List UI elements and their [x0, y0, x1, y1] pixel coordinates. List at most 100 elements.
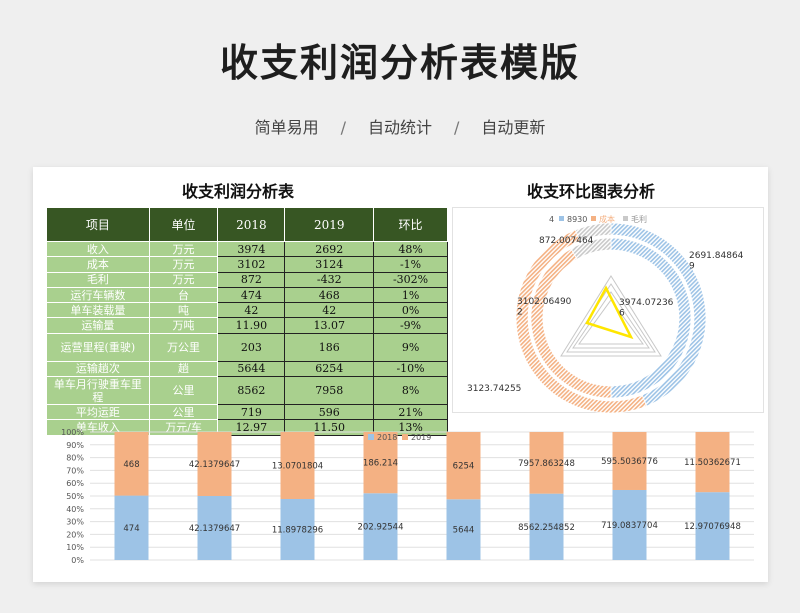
bar-2018: [446, 499, 481, 560]
tag-easy: 简单易用: [254, 118, 319, 137]
tag-auto-stats: 自动统计: [367, 118, 432, 137]
legend-swatch-2018: [368, 434, 374, 440]
cell-2018: 5644: [217, 360, 286, 378]
data-label-2019: 13.0701804: [272, 462, 323, 472]
table-header-row: 项目 单位 2018 2019 环比: [46, 207, 448, 242]
cell-ratio: -10%: [373, 360, 448, 378]
bar-2018: [363, 493, 398, 560]
data-label-2018: 5644: [453, 526, 475, 536]
y-tick-label: 80%: [66, 454, 84, 463]
label-inner-right: 3974.07236 6: [619, 298, 674, 318]
tag-auto-update: 自动更新: [481, 118, 546, 137]
legend-label-2: 8930: [567, 215, 587, 224]
bar-2019: [612, 432, 647, 490]
label-outer-top: 872.007464: [539, 236, 594, 246]
bar-2019: [197, 432, 232, 496]
data-label-2019: 7957.863248: [518, 459, 575, 469]
data-label-2018: 474: [123, 524, 139, 534]
cell-unit: 万吨: [148, 317, 219, 334]
cell-2019: 2692: [284, 240, 375, 258]
cell-unit: 万元: [148, 240, 219, 258]
col-header-2018: 2018: [217, 207, 286, 242]
cell-unit: 公里: [148, 376, 219, 406]
cell-2019: 186: [284, 332, 375, 362]
cell-2018: 3102: [217, 256, 286, 273]
cell-2018: 11.90: [217, 317, 286, 334]
bar-2018: [612, 489, 647, 560]
cell-item: 平均运距: [46, 404, 150, 421]
cell-ratio: 8%: [373, 376, 448, 406]
data-label-2018: 12.97076948: [684, 522, 741, 532]
label-outer-right: 2691.84864 9: [689, 251, 744, 271]
legend-label-2019: 2019: [411, 433, 431, 442]
cell-2019: 3124: [284, 256, 375, 273]
table-row: 毛利 万元 872 -432 -302%: [46, 271, 448, 288]
tag-separator: /: [454, 118, 460, 137]
data-label-2019: 42.1379647: [189, 460, 240, 470]
stacked-bar-chart: 0% 10% 20% 30% 40% 50% 60% 70% 80% 90% 100% 474 468…: [61, 428, 754, 565]
cell-2019: -432: [284, 271, 375, 288]
legend-swatch-2019: [402, 434, 408, 440]
data-label-2018: 42.1379647: [189, 524, 240, 534]
bar-2019: [280, 432, 315, 500]
cell-2019: 6254: [284, 360, 375, 378]
cell-2019: 13.07: [284, 317, 375, 334]
data-label-2018: 8562.254852: [518, 523, 575, 533]
cell-ratio: -9%: [373, 317, 448, 334]
profit-table: 项目 单位 2018 2019 环比 收入 万元 3974 2692 48% 成本 万元 31…: [46, 207, 448, 436]
table-row: 单车装载量吨 42 42 0%: [46, 302, 448, 319]
cell-2018: 3974: [217, 240, 286, 258]
tagline: 简单易用 / 自动统计 / 自动更新: [0, 114, 800, 138]
table-row: 平均运距 公里 719 596 21%: [46, 404, 448, 421]
legend-label-profit: 毛利: [631, 214, 647, 224]
legend-swatch-grey: [623, 216, 628, 221]
data-label-2018: 202.92544: [358, 523, 404, 533]
bar-2018: [529, 493, 564, 560]
cell-item: 收入: [46, 240, 150, 258]
col-header-unit: 单位: [148, 207, 219, 242]
legend-swatch-orange: [591, 216, 596, 221]
cell-ratio: -1%: [373, 256, 448, 273]
y-tick-label: 70%: [66, 466, 84, 475]
cell-ratio: 21%: [373, 404, 448, 421]
data-label-2019: 468: [123, 460, 139, 470]
cell-ratio: 1%: [373, 286, 448, 304]
label-outer-bottom: 3123.74255: [467, 384, 521, 394]
stacked-bar-panel: 0% 10% 20% 30% 40% 50% 60% 70% 80% 90% 100% 474 468…: [46, 420, 764, 570]
cell-2018: 872: [217, 271, 286, 288]
ring-chart-panel: 4 8930 成本 毛利 872.007464 2691.84864 9 3974…: [452, 207, 764, 414]
legend-label-1: 4: [549, 215, 554, 224]
cell-ratio: 48%: [373, 240, 448, 258]
bar-2018: [280, 499, 315, 560]
data-label-2019: 186.214: [363, 459, 398, 469]
bar-2018: [695, 492, 730, 560]
y-tick-label: 0%: [71, 556, 84, 565]
y-tick-label: 10%: [66, 543, 84, 552]
cell-2018: 42: [217, 302, 286, 319]
cell-unit: 万公里: [148, 332, 219, 362]
col-header-2019: 2019: [284, 207, 375, 242]
outer-ring-profit-arc: [574, 222, 612, 242]
cell-item: 成本: [46, 256, 150, 273]
radar-series-line: [585, 285, 634, 340]
cell-2019: 468: [284, 286, 375, 304]
cell-unit: 台: [148, 286, 219, 304]
ring-chart: 4 8930 成本 毛利 872.007464 2691.84864 9 3974…: [467, 214, 744, 414]
legend-label-2018: 2018: [377, 433, 397, 442]
y-tick-label: 100%: [61, 428, 84, 437]
bar-2019: [529, 432, 564, 494]
page-title: 收支利润分析表模版: [219, 41, 580, 85]
cell-unit: 万元: [148, 271, 219, 288]
cell-item: 单车月行驶重车里程: [46, 376, 150, 406]
legend-label-cost: 成本: [599, 214, 615, 224]
bar-2018: [114, 495, 149, 560]
cell-ratio: 9%: [373, 332, 448, 362]
data-label-2018: 719.0837704: [601, 521, 658, 531]
label-inner-left: 3102.06490 2: [517, 297, 572, 317]
cell-item: 毛利: [46, 271, 150, 288]
y-tick-label: 60%: [66, 479, 84, 488]
y-tick-label: 50%: [66, 492, 84, 501]
cell-unit: 吨: [148, 302, 219, 319]
cell-2018: 8562: [217, 376, 286, 406]
cell-item: 单车装载量: [46, 302, 150, 319]
